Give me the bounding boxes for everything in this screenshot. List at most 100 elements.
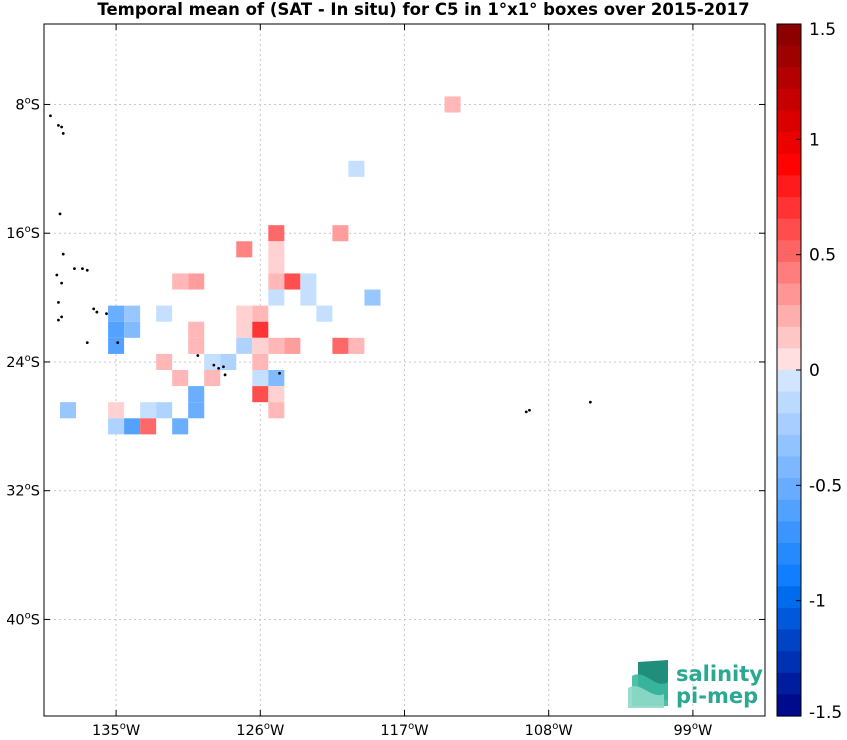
colorbar-step (777, 370, 801, 393)
data-box (188, 337, 205, 354)
data-box (172, 273, 189, 290)
colorbar: 1.5 1 0.5 0 -0.5 -1 -1.5 (776, 20, 842, 723)
data-box (108, 337, 125, 354)
colorbar-step (777, 543, 801, 566)
lat-tick-label: 24oS (6, 353, 40, 371)
lat-tick-label: 32oS (6, 482, 40, 500)
data-box (156, 402, 173, 419)
map-gridlines (44, 24, 765, 716)
island (61, 132, 65, 135)
data-box (252, 353, 269, 370)
data-box (268, 337, 285, 354)
lat-tick-label: 8oS (15, 95, 40, 113)
data-box (300, 289, 317, 306)
data-box (444, 96, 461, 113)
island (57, 301, 60, 304)
data-box (236, 321, 253, 338)
colorbar-step (777, 218, 801, 241)
data-box (108, 418, 125, 435)
colorbar-tick-label: 1 (809, 130, 820, 150)
map-axes: 135oW 126oW 117oW 108oW 99oW 8oS 16oS 24oS 32oS 4… (6, 24, 765, 739)
island (60, 125, 64, 129)
colorbar-step (777, 564, 801, 587)
colorbar-step (777, 197, 801, 220)
colorbar-step (777, 45, 801, 68)
data-box (268, 225, 285, 242)
logo-line-2: pi-mep (676, 684, 758, 708)
data-box (348, 337, 365, 354)
lat-tick-label: 40oS (6, 610, 40, 628)
data-box (188, 402, 205, 419)
colorbar-step (777, 88, 801, 112)
data-box (156, 305, 173, 322)
data-box (252, 370, 269, 387)
colorbar-step (777, 240, 801, 263)
data-box (332, 337, 349, 354)
data-box (348, 160, 365, 177)
data-box (284, 273, 301, 290)
island (278, 371, 281, 375)
island (49, 114, 52, 118)
lat-tick-label: 16oS (6, 224, 40, 242)
colorbar-tick-label: -1.5 (809, 703, 842, 723)
data-box (204, 353, 221, 370)
lon-tick-label: 99oW (673, 721, 712, 739)
data-box (268, 241, 285, 258)
colorbar-step (777, 629, 801, 652)
island (95, 310, 99, 314)
colorbar-step (777, 175, 801, 198)
data-box (156, 353, 173, 370)
island (73, 267, 76, 271)
data-box (108, 402, 125, 419)
data-box (172, 370, 189, 387)
island (57, 123, 60, 127)
lon-tick-label: 117oW (380, 721, 428, 739)
data-box (124, 321, 141, 338)
island (55, 273, 59, 277)
island (212, 363, 216, 367)
lon-tick-label: 126oW (236, 721, 284, 739)
data-box (140, 418, 157, 435)
data-box (108, 321, 125, 338)
colorbar-tick-label: 0.5 (809, 246, 836, 266)
island (217, 366, 221, 370)
colorbar-step (777, 348, 801, 371)
colorbar-step (777, 153, 801, 176)
colorbar-step (777, 499, 801, 522)
data-box (204, 370, 221, 387)
colorbar-step (777, 305, 801, 328)
island (85, 341, 89, 345)
data-box (268, 386, 285, 403)
island (81, 267, 84, 271)
data-box (140, 402, 157, 419)
colorbar-step (777, 521, 801, 544)
island (223, 373, 227, 377)
data-box (188, 321, 205, 338)
colorbar-step (777, 391, 801, 414)
island (60, 281, 64, 285)
data-box (268, 402, 285, 419)
colorbar-tick-label: 0 (809, 361, 820, 381)
data-box (236, 337, 253, 354)
data-box (268, 370, 285, 387)
island (116, 341, 120, 345)
land-islands (49, 114, 592, 414)
data-box (268, 289, 285, 306)
data-box (252, 386, 269, 403)
island (524, 410, 528, 414)
island (60, 315, 64, 319)
island (588, 400, 592, 404)
colorbar-step (777, 132, 801, 155)
colorbar-step (777, 651, 801, 674)
data-box (316, 305, 333, 322)
island (57, 318, 60, 322)
data-box (124, 305, 141, 322)
data-box (236, 305, 253, 322)
logo-line-1: salinity (676, 662, 763, 686)
data-box (124, 418, 141, 435)
island (58, 212, 62, 216)
data-box (252, 305, 269, 322)
data-box (332, 225, 349, 242)
colorbar-step (777, 672, 801, 695)
colorbar-tick-label: 1.5 (809, 20, 836, 40)
